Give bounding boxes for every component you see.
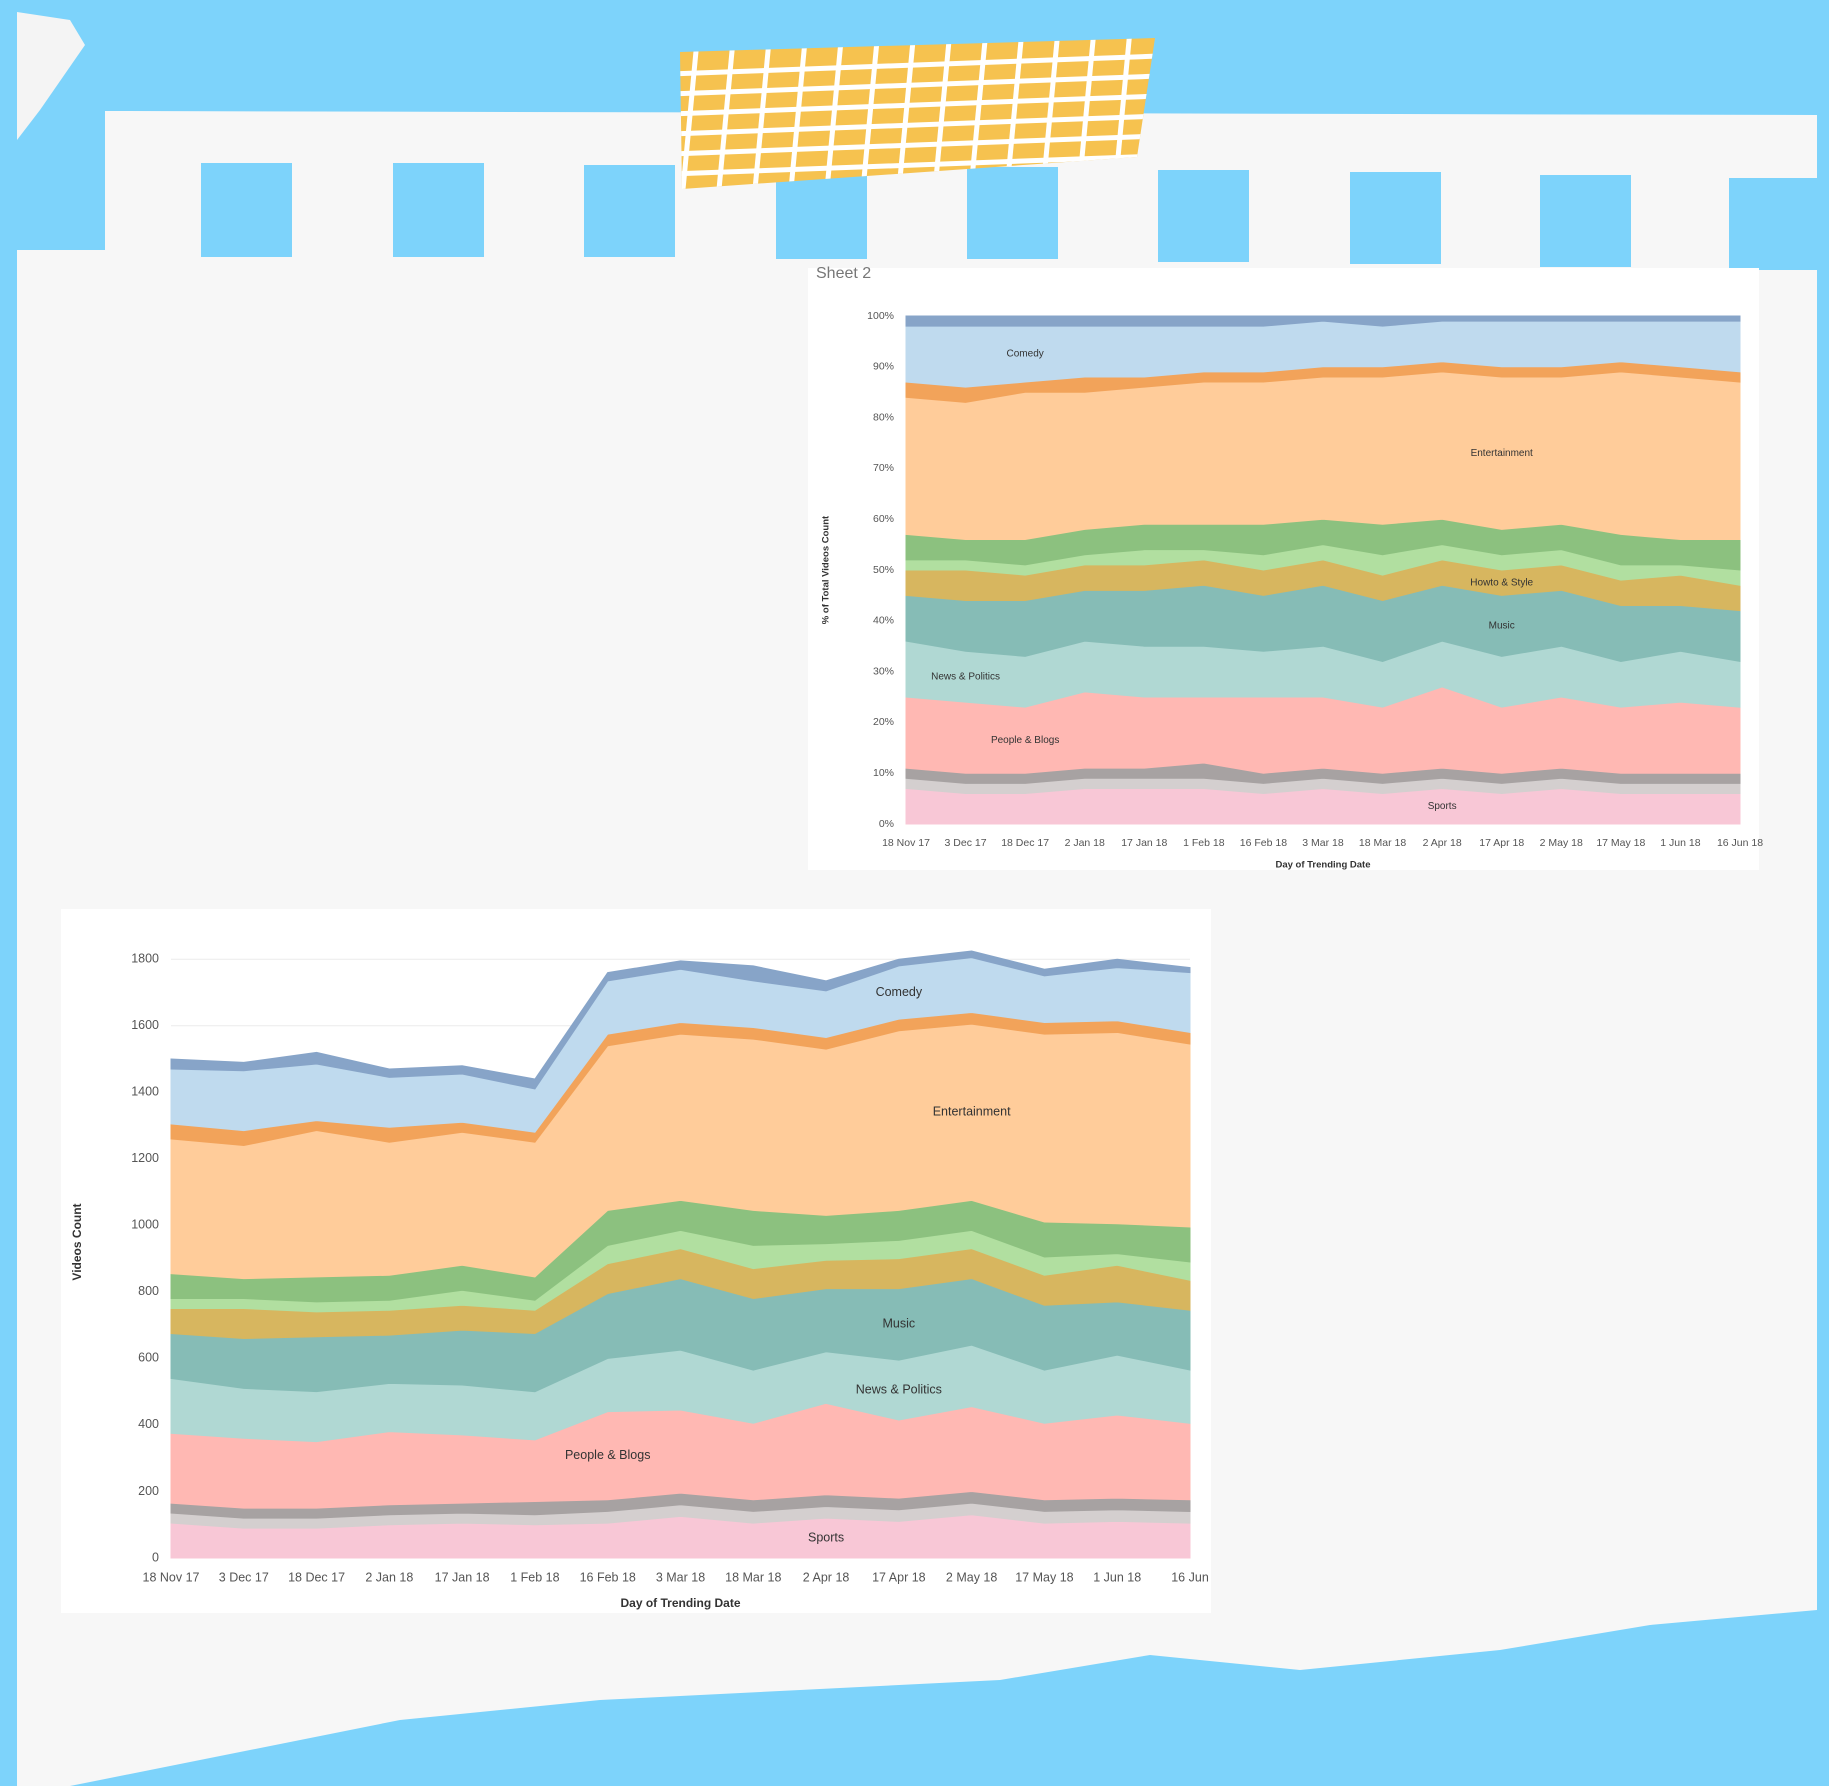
- tape-line: [680, 73, 1155, 97]
- x-tick-label: 2 Apr 18: [1423, 837, 1462, 849]
- x-tick-label: 3 Mar 18: [1302, 837, 1344, 849]
- y-axis-title: % of Total Videos Count: [821, 515, 832, 624]
- x-tick-label: 16 Jun: [1171, 1570, 1209, 1584]
- x-tick-label: 3 Dec 17: [945, 837, 987, 849]
- x-tick-label: 17 May 18: [1596, 837, 1645, 849]
- x-tick-label: 3 Dec 17: [219, 1570, 269, 1584]
- punch-holes: [201, 163, 1817, 270]
- y-tick-label: 1600: [131, 1018, 159, 1032]
- tape-line: [895, 38, 917, 189]
- y-tick-label: 60%: [873, 513, 894, 525]
- x-tick-label: 17 Jan 18: [1121, 837, 1167, 849]
- x-tick-label: 18 Dec 17: [288, 1570, 345, 1584]
- x-tick-label: 2 Apr 18: [803, 1570, 850, 1584]
- x-tick-label: 18 Nov 17: [882, 837, 930, 849]
- series-label: News & Politics: [856, 1382, 942, 1396]
- area: [905, 371, 1741, 541]
- y-tick-label: 800: [138, 1284, 159, 1298]
- tape-line: [823, 38, 845, 189]
- series-label: Sports: [808, 1530, 844, 1544]
- y-axis-title: Videos Count: [70, 1203, 84, 1280]
- x-tick-label: 18 Nov 17: [143, 1570, 200, 1584]
- series-label: Comedy: [1007, 349, 1044, 360]
- tape-line: [680, 53, 1155, 77]
- x-tick-label: 2 May 18: [1540, 837, 1583, 849]
- x-tick-label: 18 Dec 17: [1001, 837, 1049, 849]
- series-label: Sports: [1428, 801, 1457, 812]
- tape-line: [680, 93, 1155, 117]
- series-label: Howto & Style: [1470, 577, 1533, 588]
- x-tick-label: 17 Apr 18: [1479, 837, 1524, 849]
- series-label: People & Blogs: [991, 735, 1059, 746]
- tape-line: [680, 113, 1155, 137]
- x-axis-title: Day of Trending Date: [1275, 860, 1370, 871]
- x-tick-label: 16 Feb 18: [580, 1570, 636, 1584]
- x-tick-label: 1 Feb 18: [1183, 837, 1225, 849]
- x-tick-label: 1 Jun 18: [1660, 837, 1700, 849]
- series-label: Comedy: [876, 985, 923, 999]
- y-tick-label: 1800: [131, 952, 159, 966]
- series-label: Entertainment: [1471, 448, 1533, 459]
- y-tick-label: 70%: [873, 462, 894, 474]
- x-tick-label: 18 Mar 18: [1359, 837, 1406, 849]
- series-label: Entertainment: [933, 1105, 1011, 1119]
- sheet-title: Sheet 2: [816, 265, 871, 282]
- tape-line: [680, 153, 1155, 177]
- y-tick-label: 0%: [879, 818, 894, 830]
- area: [905, 315, 1741, 327]
- series-label: People & Blogs: [565, 1448, 650, 1462]
- y-tick-label: 100%: [867, 310, 894, 322]
- y-tick-label: 10%: [873, 767, 894, 779]
- x-axis-title: Day of Trending Date: [620, 1596, 740, 1610]
- x-tick-label: 3 Mar 18: [656, 1570, 705, 1584]
- y-tick-label: 200: [138, 1484, 159, 1498]
- x-tick-label: 2 Jan 18: [365, 1570, 413, 1584]
- x-tick-label: 18 Mar 18: [725, 1570, 781, 1584]
- y-tick-label: 40%: [873, 615, 894, 627]
- y-tick-label: 50%: [873, 564, 894, 576]
- y-tick-label: 1400: [131, 1085, 159, 1099]
- y-tick-label: 600: [138, 1351, 159, 1365]
- y-tick-label: 30%: [873, 665, 894, 677]
- series-label: Music: [883, 1317, 916, 1331]
- series-label: Music: [1489, 621, 1515, 632]
- y-tick-label: 400: [138, 1417, 159, 1431]
- y-tick-label: 1000: [131, 1218, 159, 1232]
- x-tick-label: 17 Apr 18: [872, 1570, 926, 1584]
- y-tick-label: 90%: [873, 361, 894, 373]
- paper-corner: [17, 12, 85, 140]
- area: [170, 950, 1191, 1090]
- series-label: News & Politics: [931, 671, 1000, 682]
- y-tick-label: 0: [152, 1550, 159, 1564]
- tape-line: [859, 38, 881, 189]
- tape-line: [680, 133, 1155, 157]
- x-tick-label: 16 Jun 18: [1717, 837, 1763, 849]
- x-tick-label: 16 Feb 18: [1240, 837, 1287, 849]
- x-tick-label: 1 Jun 18: [1093, 1570, 1141, 1584]
- x-tick-label: 2 May 18: [946, 1570, 997, 1584]
- x-tick-label: 2 Jan 18: [1065, 837, 1105, 849]
- area: [905, 787, 1741, 825]
- y-tick-label: 20%: [873, 716, 894, 728]
- x-tick-label: 17 Jan 18: [435, 1570, 490, 1584]
- y-tick-label: 1200: [131, 1151, 159, 1165]
- x-tick-label: 1 Feb 18: [510, 1570, 559, 1584]
- x-tick-label: 17 May 18: [1015, 1570, 1073, 1584]
- washi-tape: [680, 38, 1155, 189]
- y-tick-label: 80%: [873, 411, 894, 423]
